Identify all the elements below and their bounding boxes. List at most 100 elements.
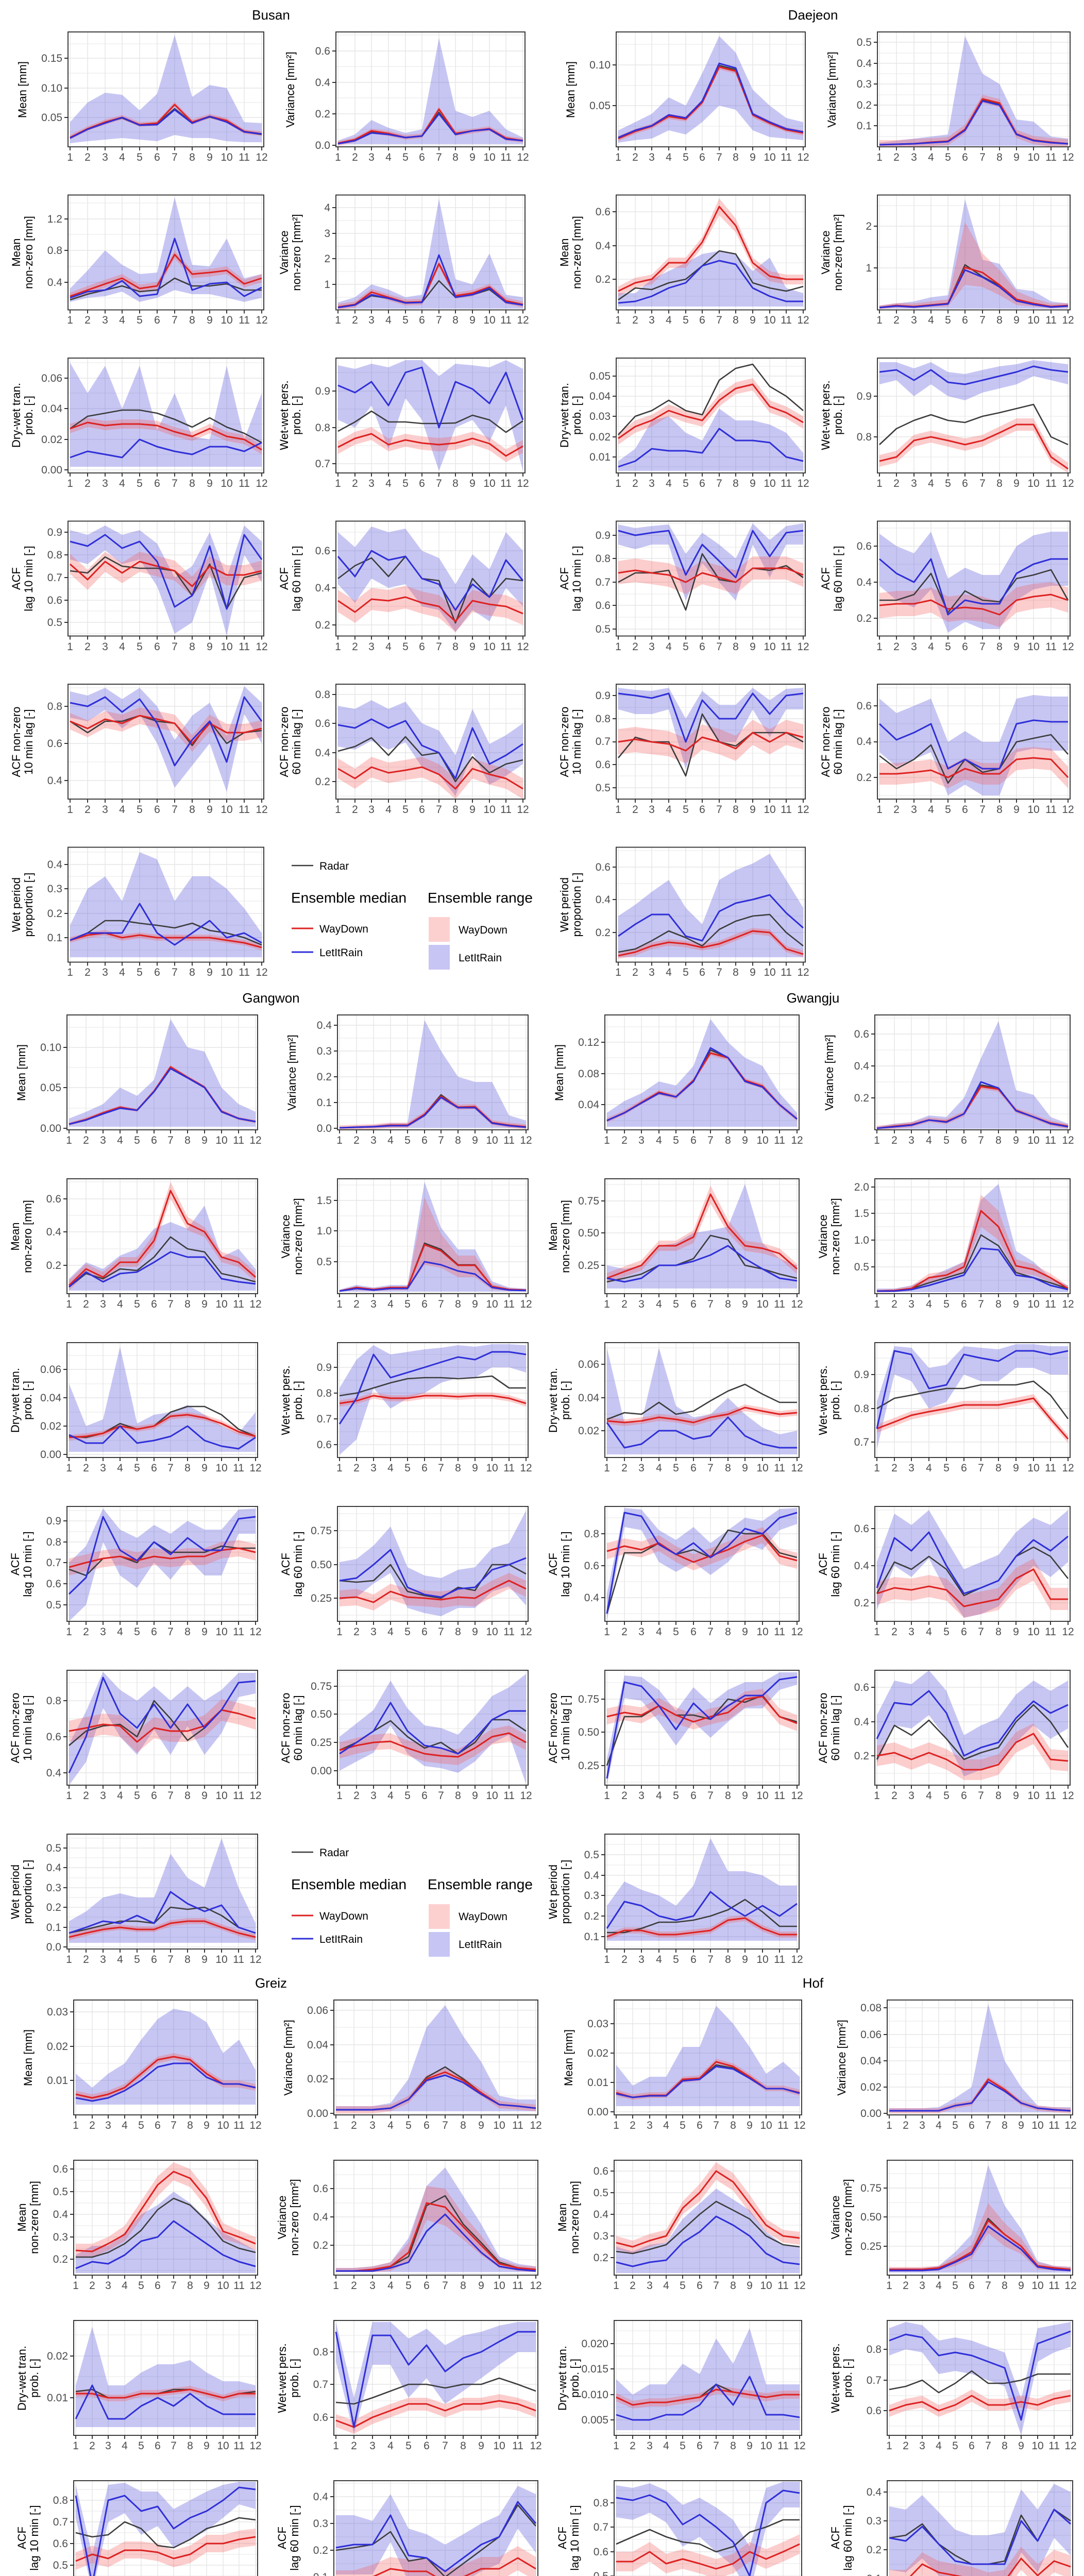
- svg-text:8: 8: [725, 1462, 731, 1474]
- svg-text:prob. [-]: prob. [-]: [841, 2359, 854, 2398]
- svg-text:7: 7: [985, 2280, 991, 2292]
- svg-text:12: 12: [797, 314, 809, 326]
- svg-text:8: 8: [460, 2280, 466, 2292]
- svg-text:2: 2: [84, 478, 91, 489]
- svg-text:0.005: 0.005: [581, 2414, 608, 2426]
- svg-text:60 min lag [-]: 60 min lag [-]: [832, 709, 844, 774]
- svg-text:2: 2: [352, 804, 358, 816]
- svg-text:1: 1: [604, 1626, 610, 1638]
- svg-text:1: 1: [886, 2440, 892, 2452]
- svg-text:Greiz: Greiz: [255, 1975, 287, 1991]
- svg-text:9: 9: [750, 314, 756, 326]
- svg-text:0.3: 0.3: [53, 2231, 68, 2243]
- svg-text:8: 8: [725, 1298, 731, 1310]
- svg-text:0.75: 0.75: [311, 1525, 332, 1537]
- svg-text:4: 4: [119, 151, 125, 163]
- svg-text:0.6: 0.6: [594, 2165, 608, 2177]
- svg-text:1: 1: [876, 478, 883, 489]
- svg-text:0.2: 0.2: [857, 613, 872, 624]
- svg-text:7: 7: [716, 478, 722, 489]
- svg-text:0.5: 0.5: [317, 1256, 332, 1268]
- svg-text:9: 9: [742, 1462, 748, 1474]
- svg-text:9: 9: [750, 478, 756, 489]
- svg-text:2: 2: [891, 1626, 897, 1638]
- svg-text:3: 3: [370, 1134, 377, 1146]
- svg-text:11: 11: [233, 1298, 244, 1310]
- svg-text:7: 7: [172, 967, 178, 978]
- svg-text:5: 5: [943, 1134, 950, 1146]
- svg-text:5: 5: [138, 2440, 144, 2452]
- svg-text:Mean: Mean: [558, 238, 571, 266]
- svg-text:0.50: 0.50: [311, 1708, 332, 1720]
- svg-text:8: 8: [1002, 2440, 1008, 2452]
- svg-text:11: 11: [233, 2440, 245, 2452]
- svg-text:0.4: 0.4: [47, 859, 63, 871]
- svg-text:5: 5: [680, 2120, 686, 2131]
- svg-text:0.9: 0.9: [596, 530, 611, 541]
- svg-text:6: 6: [690, 1298, 697, 1310]
- svg-text:4: 4: [666, 478, 672, 489]
- svg-text:lag 60 min [-]: lag 60 min [-]: [290, 546, 303, 611]
- svg-text:4: 4: [663, 2440, 669, 2452]
- svg-text:0.7: 0.7: [47, 572, 62, 584]
- svg-text:LetItRain: LetItRain: [459, 1939, 502, 1951]
- svg-text:lag 10 min [-]: lag 10 min [-]: [570, 546, 583, 611]
- svg-text:3: 3: [649, 314, 655, 326]
- svg-text:12: 12: [517, 804, 529, 816]
- svg-text:1: 1: [874, 1462, 880, 1474]
- svg-text:5: 5: [683, 314, 689, 326]
- svg-text:12: 12: [249, 1790, 261, 1802]
- svg-text:2: 2: [84, 804, 91, 816]
- svg-text:6: 6: [154, 641, 160, 653]
- svg-text:8: 8: [996, 314, 1003, 326]
- svg-text:Wet period: Wet period: [547, 1865, 560, 1919]
- svg-text:12: 12: [249, 2440, 261, 2452]
- svg-text:10: 10: [215, 1462, 227, 1474]
- svg-text:6: 6: [690, 1134, 697, 1146]
- svg-text:0.02: 0.02: [47, 2350, 68, 2362]
- svg-text:11: 11: [233, 1790, 244, 1802]
- svg-text:lag 10 min [-]: lag 10 min [-]: [28, 2505, 41, 2570]
- svg-text:5: 5: [673, 1790, 679, 1802]
- svg-text:0.2: 0.2: [857, 99, 872, 111]
- svg-text:8: 8: [730, 2280, 736, 2292]
- svg-text:8: 8: [187, 2440, 193, 2452]
- svg-text:2: 2: [630, 2280, 636, 2292]
- svg-text:7: 7: [707, 1462, 714, 1474]
- svg-text:6: 6: [697, 2280, 703, 2292]
- svg-text:8: 8: [452, 314, 459, 326]
- svg-text:9: 9: [1013, 1790, 1019, 1802]
- svg-text:10: 10: [221, 967, 232, 978]
- svg-text:lag 60 min [-]: lag 60 min [-]: [829, 1531, 842, 1597]
- svg-text:11: 11: [1045, 151, 1057, 163]
- svg-text:12: 12: [1062, 1298, 1074, 1310]
- svg-text:9: 9: [472, 1790, 478, 1802]
- svg-text:8: 8: [733, 967, 739, 978]
- svg-text:9: 9: [469, 478, 476, 489]
- svg-text:4: 4: [119, 314, 125, 326]
- svg-text:0.03: 0.03: [587, 2018, 608, 2030]
- svg-text:8: 8: [460, 2440, 466, 2452]
- svg-text:5: 5: [134, 1134, 140, 1146]
- svg-text:12: 12: [256, 804, 267, 816]
- svg-text:3: 3: [369, 2120, 376, 2131]
- svg-text:0.6: 0.6: [53, 2538, 68, 2550]
- svg-text:2: 2: [903, 2120, 909, 2131]
- svg-text:1: 1: [613, 2280, 619, 2292]
- svg-text:0.0: 0.0: [317, 1123, 332, 1134]
- svg-text:9: 9: [1018, 2280, 1024, 2292]
- svg-text:0.4: 0.4: [46, 1226, 62, 1238]
- svg-text:0.04: 0.04: [589, 391, 611, 402]
- svg-text:0.4: 0.4: [854, 1716, 870, 1728]
- svg-text:1: 1: [604, 1954, 610, 1965]
- svg-text:Daejeon: Daejeon: [788, 7, 838, 23]
- svg-text:10: 10: [756, 1298, 768, 1310]
- svg-text:0.7: 0.7: [594, 2521, 608, 2533]
- svg-text:non-zero [mm²]: non-zero [mm²]: [288, 2179, 301, 2256]
- svg-text:4: 4: [666, 151, 672, 163]
- svg-text:7: 7: [438, 1462, 444, 1474]
- svg-text:8: 8: [189, 804, 195, 816]
- svg-text:0.6: 0.6: [596, 600, 611, 612]
- svg-text:12: 12: [1064, 2120, 1076, 2131]
- svg-text:11: 11: [1045, 1298, 1056, 1310]
